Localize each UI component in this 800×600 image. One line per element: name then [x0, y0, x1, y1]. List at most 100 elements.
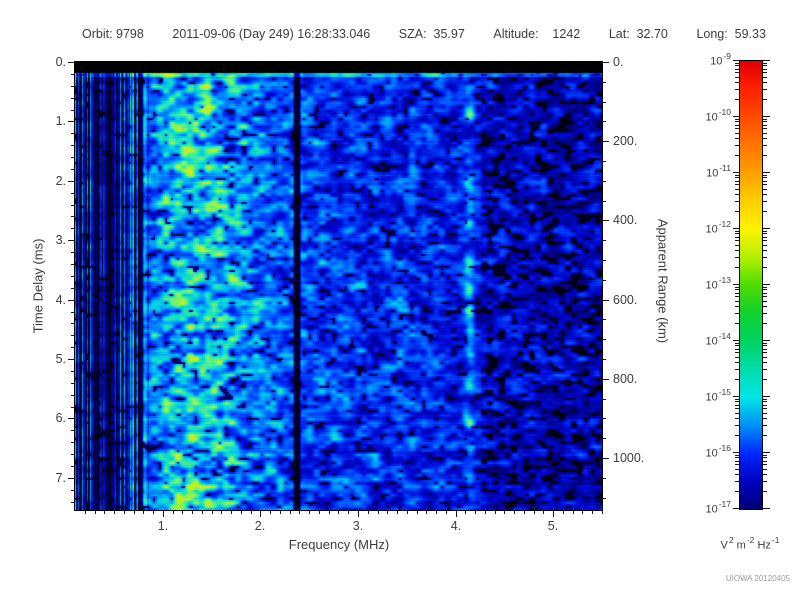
y-tick-label: 7. — [0, 471, 66, 485]
colorbar-tick-label: 10-15 — [645, 388, 731, 404]
axis-tick — [762, 172, 770, 173]
axis-tick — [153, 510, 154, 514]
axis-tick — [68, 478, 75, 479]
axis-tick — [602, 181, 606, 182]
axis-tick — [368, 510, 369, 514]
axis-tick — [348, 510, 349, 514]
axis-tick — [319, 510, 320, 514]
axis-tick — [71, 466, 75, 467]
x-tick-label: 4. — [441, 519, 471, 533]
axis-tick — [270, 510, 271, 514]
y-tick-label: 6. — [0, 411, 66, 425]
axis-tick — [68, 121, 75, 122]
axis-tick — [378, 510, 379, 514]
axis-tick — [602, 280, 606, 281]
header-info: Orbit: 9798 2011-09-06 (Day 249) 16:28:33… — [82, 27, 766, 41]
axis-tick — [143, 510, 144, 514]
colorbar-unit-label: V2 m-2 Hz-1 — [721, 536, 780, 552]
axis-tick — [762, 116, 770, 117]
axis-tick — [602, 141, 609, 142]
y-tick-label: 0. — [0, 55, 66, 69]
x-tick-label: 2. — [245, 519, 275, 533]
axis-tick — [495, 510, 496, 514]
unit-part: -1 — [772, 535, 780, 545]
axis-tick — [426, 510, 427, 514]
axis-tick — [202, 510, 203, 514]
header-field: 2011-09-06 (Day 249) 16:28:33.046 — [172, 27, 370, 41]
colorbar-tick-label: 10-17 — [645, 500, 731, 516]
axis-tick — [397, 510, 398, 514]
colorbar-gradient — [739, 60, 763, 510]
axis-tick — [68, 300, 75, 301]
axis-tick — [251, 510, 252, 514]
axis-tick — [71, 74, 75, 75]
axis-tick — [71, 335, 75, 336]
axis-tick — [71, 252, 75, 253]
axis-tick — [762, 396, 770, 397]
axis-tick — [71, 407, 75, 408]
axis-tick — [71, 169, 75, 170]
axis-tick — [602, 62, 609, 63]
axis-tick — [563, 510, 564, 514]
axis-tick — [485, 510, 486, 514]
axis-tick — [602, 339, 606, 340]
colorbar-tick-label: 10-14 — [645, 332, 731, 348]
axis-tick — [602, 418, 606, 419]
colorbar-tick-label: 10-10 — [645, 108, 731, 124]
axis-tick — [85, 510, 86, 514]
unit-part: -2 — [747, 535, 755, 545]
axis-tick — [71, 216, 75, 217]
axis-tick — [280, 510, 281, 514]
axis-tick — [71, 205, 75, 206]
axis-tick — [71, 502, 75, 503]
axis-tick — [602, 220, 609, 221]
axis-tick — [602, 359, 606, 360]
axis-tick — [71, 442, 75, 443]
axis-tick — [543, 510, 544, 514]
axis-tick — [71, 86, 75, 87]
unit-part: m — [734, 540, 746, 552]
axis-tick — [762, 508, 770, 509]
colorbar-tick-label: 10-9 — [645, 52, 731, 68]
unit-part: V — [721, 540, 728, 552]
axis-tick — [582, 510, 583, 514]
axis-tick — [602, 399, 606, 400]
axis-tick — [71, 276, 75, 277]
header-field: Orbit: 9798 — [82, 27, 144, 41]
axis-tick — [514, 510, 515, 514]
axis-tick — [436, 510, 437, 514]
axis-tick — [602, 438, 606, 439]
header-field: Long: 59.33 — [696, 27, 766, 41]
axis-tick — [221, 510, 222, 514]
axis-tick — [602, 240, 606, 241]
unit-part: 2 — [729, 535, 734, 545]
axis-tick — [241, 510, 242, 514]
axis-tick — [231, 510, 232, 514]
axis-tick — [299, 510, 300, 514]
axis-tick — [71, 157, 75, 158]
y-tick-label: 5. — [0, 352, 66, 366]
axis-tick — [534, 510, 535, 514]
axis-tick — [602, 82, 606, 83]
axis-tick — [68, 418, 75, 419]
axis-tick — [602, 300, 609, 301]
watermark: UIOWA 20120405 — [640, 574, 790, 583]
axis-tick — [524, 510, 525, 514]
axis-tick — [309, 510, 310, 514]
colorbar-tick-label: 10-11 — [645, 164, 731, 180]
axis-tick — [602, 260, 606, 261]
axis-tick — [212, 510, 213, 514]
axis-tick — [71, 110, 75, 111]
colorbar-tick-label: 10-13 — [645, 276, 731, 292]
header-field: Lat: 32.70 — [609, 27, 668, 41]
axis-tick — [134, 510, 135, 514]
axis-tick — [71, 145, 75, 146]
axis-tick — [592, 510, 593, 514]
axis-tick — [602, 478, 606, 479]
axis-tick — [71, 98, 75, 99]
x-tick-label: 5. — [538, 519, 568, 533]
axis-tick — [338, 510, 339, 514]
axis-tick — [290, 510, 291, 514]
axis-tick — [68, 240, 75, 241]
axis-tick — [602, 498, 606, 499]
